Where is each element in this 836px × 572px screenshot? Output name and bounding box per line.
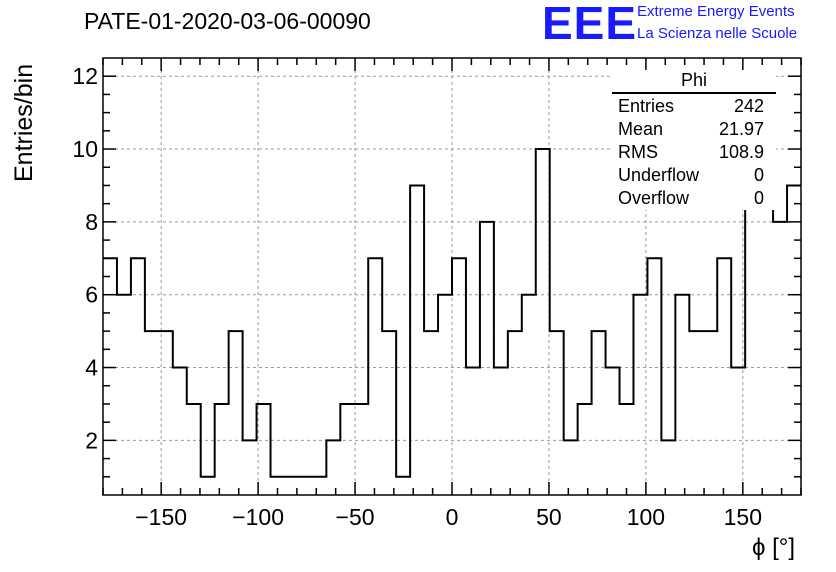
stats-title: Phi bbox=[612, 70, 776, 94]
axis-tick-labels: −150 −100 −50 0 50 100 150 2 4 6 8 10 12 bbox=[72, 63, 762, 530]
y-tick-label: 2 bbox=[85, 427, 98, 453]
stats-label: Overflow bbox=[618, 188, 690, 208]
y-tick-label: 4 bbox=[85, 355, 98, 381]
logo-line-1: Extreme Energy Events bbox=[637, 3, 795, 20]
stats-row: Mean 21.97 bbox=[612, 118, 776, 141]
stats-value: 108.9 bbox=[718, 142, 764, 162]
stats-label: Underflow bbox=[618, 165, 700, 185]
chart-title: PATE-01-2020-03-06-00090 bbox=[84, 8, 371, 34]
stats-row: Underflow 0 bbox=[612, 164, 776, 187]
stats-label: Entries bbox=[618, 96, 675, 116]
y-tick-label: 12 bbox=[72, 63, 98, 89]
y-axis-label: Entries/bin bbox=[10, 63, 38, 182]
stats-label: RMS bbox=[618, 142, 658, 162]
x-tick-label: 100 bbox=[627, 504, 665, 530]
x-tick-label: −100 bbox=[232, 504, 284, 530]
axis-ticks bbox=[102, 58, 802, 495]
y-tick-label: 10 bbox=[72, 136, 98, 162]
stats-label: Mean bbox=[618, 119, 664, 139]
histogram-outline bbox=[103, 75, 801, 478]
x-axis-label: ϕ [°] bbox=[752, 534, 796, 561]
stats-value: 21.97 bbox=[718, 119, 764, 139]
logo-line-2: La Scienza nelle Scuole bbox=[637, 25, 798, 42]
y-tick-label: 6 bbox=[85, 282, 98, 308]
stats-row: Entries 242 bbox=[612, 95, 776, 118]
stats-value: 242 bbox=[733, 96, 764, 116]
stats-value: 0 bbox=[753, 188, 764, 208]
stats-row: RMS 108.9 bbox=[612, 141, 776, 164]
x-tick-label: 150 bbox=[724, 504, 762, 530]
stats-row: Overflow 0 bbox=[612, 187, 776, 210]
y-tick-label: 8 bbox=[85, 209, 98, 235]
x-tick-label: 0 bbox=[446, 504, 459, 530]
eee-logo-mark: EEE bbox=[542, 0, 638, 49]
x-tick-label: −150 bbox=[135, 504, 187, 530]
stats-value: 0 bbox=[753, 165, 764, 185]
stats-box: Phi Entries 242 Mean 21.97 RMS 108.9 Und… bbox=[612, 70, 776, 210]
x-tick-label: −50 bbox=[336, 504, 375, 530]
x-tick-label: 50 bbox=[536, 504, 562, 530]
